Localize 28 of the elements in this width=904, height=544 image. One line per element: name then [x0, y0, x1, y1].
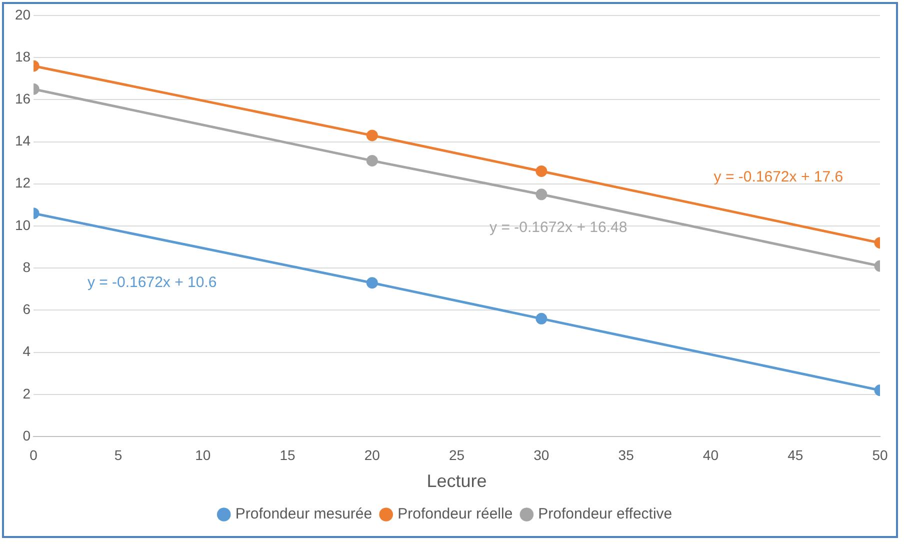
x-tick-label: 50	[872, 446, 888, 463]
x-axis-title: Lecture	[426, 471, 487, 492]
x-tick-label: 5	[114, 446, 122, 463]
x-tick-label: 20	[364, 446, 380, 463]
y-tick-label: 18	[14, 48, 31, 64]
x-tick-label: 10	[195, 446, 211, 463]
annotation: y = -0.1672x + 10.6	[87, 274, 217, 292]
y-tick-label: 4	[22, 343, 31, 360]
y-tick-label: 6	[22, 301, 31, 318]
y-tick-label: 12	[14, 174, 31, 191]
legend-label: Profondeur effective	[538, 506, 672, 523]
y-tick-label: 10	[14, 216, 31, 233]
legend-label: Profondeur réelle	[398, 506, 513, 523]
legend-label: Profondeur mesurée	[235, 506, 372, 523]
x-tick-label: 45	[788, 446, 804, 463]
x-tick-label: 15	[280, 446, 296, 463]
annotation: y = -0.1672x + 16.48	[490, 219, 628, 236]
y-tick-label: 14	[14, 132, 31, 149]
y-tick-label: 2	[22, 385, 31, 402]
x-tick-label: 30	[534, 446, 550, 463]
x-tick-label: 25	[448, 446, 465, 463]
y-tick-label: 20	[14, 6, 31, 22]
annotation: y = -0.1672x + 17.6	[714, 168, 844, 186]
x-tick-label: 40	[702, 446, 719, 463]
x-tick-label: 35	[618, 446, 634, 463]
y-tick-label: 8	[22, 258, 31, 275]
y-tick-label: 0	[22, 427, 31, 444]
y-tick-label: 16	[14, 90, 31, 106]
